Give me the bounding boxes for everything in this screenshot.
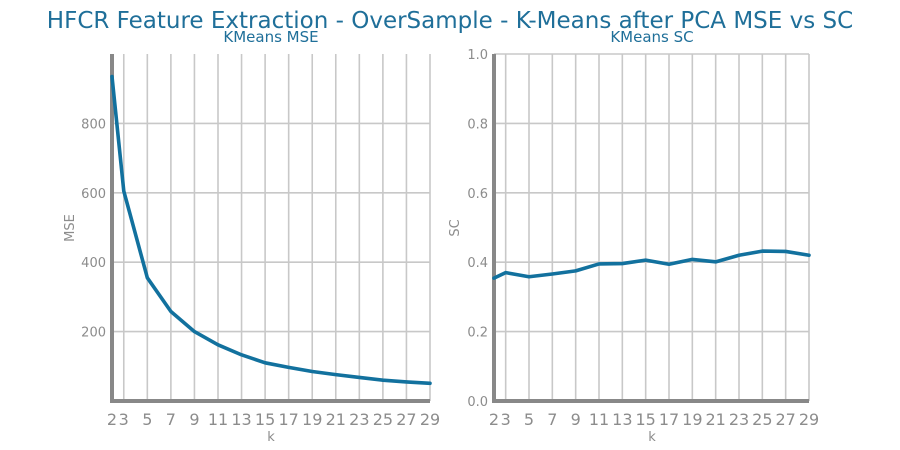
sc-x-tick-label: 17 xyxy=(659,410,679,429)
mse-y-tick-labels: 200 400 600 800 xyxy=(81,117,106,340)
sc-x-tick-label: 5 xyxy=(524,410,534,429)
sc-chart-panel: KMeans SC 0.00.20.40.60.81.0 2 3 5 7 9 11 13 15… xyxy=(448,28,819,445)
mse-x-tick-label: 11 xyxy=(208,410,228,429)
sc-y-tick-label: 0.4 xyxy=(467,256,488,271)
mse-x-tick-label: 9 xyxy=(189,410,199,429)
mse-x-tick-label: 5 xyxy=(142,410,152,429)
sc-x-tick-label: 27 xyxy=(775,410,795,429)
sc-x-tick-label: 3 xyxy=(501,410,511,429)
mse-x-axis-label: k xyxy=(267,430,275,445)
sc-grid xyxy=(493,53,810,402)
sc-y-tick-label: 1.0 xyxy=(467,48,488,63)
sc-x-tick-label: 15 xyxy=(635,410,655,429)
sc-y-tick-label: 0.6 xyxy=(467,187,488,202)
mse-grid xyxy=(111,54,431,401)
sc-chart-title: KMeans SC xyxy=(610,28,693,46)
mse-x-tick-label: 7 xyxy=(166,410,176,429)
mse-y-tick-label: 800 xyxy=(81,117,106,132)
mse-x-tick-label: 27 xyxy=(396,410,416,429)
sc-x-tick-label: 29 xyxy=(799,410,819,429)
mse-x-tick-label: 29 xyxy=(420,410,440,429)
sc-y-tick-label: 0.2 xyxy=(467,326,488,341)
sc-y-tick-label: 0.8 xyxy=(467,117,488,132)
figure-suptitle: HFCR Feature Extraction - OverSample - K… xyxy=(47,8,853,34)
mse-x-tick-label: 15 xyxy=(255,410,275,429)
sc-x-tick-label: 9 xyxy=(571,410,581,429)
mse-y-tick-label: 400 xyxy=(81,256,106,271)
sc-spines xyxy=(492,54,809,403)
mse-y-tick-label: 200 xyxy=(81,326,106,341)
sc-x-tick-label: 11 xyxy=(589,410,609,429)
mse-x-tick-labels: 2 3 5 7 9 11 13 15 17 19 21 23 25 27 29 xyxy=(107,410,440,429)
sc-y-tick-labels: 0.0 0.2 0.4 0.6 0.8 1.0 xyxy=(467,48,488,410)
sc-x-tick-label: 2 xyxy=(489,410,499,429)
sc-series-line xyxy=(492,249,811,280)
sc-x-tick-label: 23 xyxy=(729,410,749,429)
sc-y-axis-label: SC xyxy=(448,219,463,236)
mse-series-line xyxy=(110,74,432,386)
sc-y-tick-label: 0.0 xyxy=(467,395,488,410)
mse-x-tick-label: 2 xyxy=(107,410,117,429)
mse-spines xyxy=(110,54,430,403)
mse-x-tick-label: 13 xyxy=(231,410,251,429)
mse-x-tick-label: 25 xyxy=(373,410,393,429)
sc-x-tick-label: 25 xyxy=(752,410,772,429)
mse-x-tick-label: 23 xyxy=(349,410,369,429)
mse-y-tick-label: 600 xyxy=(81,187,106,202)
mse-x-tick-label: 19 xyxy=(302,410,322,429)
sc-x-axis-label: k xyxy=(648,430,656,445)
mse-y-axis-label: MSE xyxy=(63,214,78,242)
mse-x-tick-label: 17 xyxy=(278,410,298,429)
sc-x-tick-label: 7 xyxy=(547,410,557,429)
sc-x-tick-label: 13 xyxy=(612,410,632,429)
sc-x-tick-labels: 2 3 5 7 9 11 13 15 17 19 21 23 25 27 29 xyxy=(489,410,819,429)
sc-x-tick-label: 21 xyxy=(705,410,725,429)
mse-x-tick-label: 21 xyxy=(326,410,346,429)
sc-x-tick-label: 19 xyxy=(682,410,702,429)
mse-chart-title: KMeans MSE xyxy=(223,28,318,46)
mse-x-tick-label: 3 xyxy=(119,410,129,429)
